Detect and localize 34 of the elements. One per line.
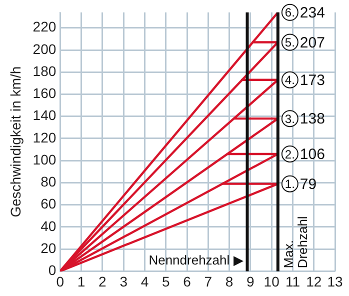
ref-line-label: Nenndrehzahl ▶ bbox=[148, 252, 244, 268]
x-tick-label: 5 bbox=[162, 273, 170, 290]
annotation: 5. 207 bbox=[284, 34, 325, 52]
x-tick-label: 12 bbox=[306, 273, 322, 290]
annotation: 3. 138 bbox=[284, 110, 325, 128]
y-tick-label: 200 bbox=[32, 40, 56, 57]
y-tick-label: 40 bbox=[40, 218, 56, 234]
x-tick-label: 11 bbox=[285, 273, 300, 290]
y-tick-label: 180 bbox=[32, 62, 56, 79]
y-axis-title: Geschwindigkeit in km/h bbox=[7, 66, 24, 218]
y-tick-label: 60 bbox=[40, 196, 56, 212]
x-tick-label: 10 bbox=[264, 273, 280, 290]
y-tick-label: 120 bbox=[32, 129, 56, 146]
annotation: 4. 173 bbox=[284, 72, 325, 90]
x-tick-label: 8 bbox=[225, 273, 234, 290]
x-tick-label: 1 bbox=[77, 273, 86, 290]
x-tick-label: 9 bbox=[246, 273, 255, 290]
y-tick-label: 20 bbox=[40, 240, 56, 256]
x-tick-label: 6 bbox=[183, 273, 192, 290]
y-tick-label: 100 bbox=[32, 151, 56, 168]
annotation: 2. 106 bbox=[284, 146, 325, 164]
ref-line-label: Max. Drehzahl bbox=[280, 216, 310, 268]
x-tick-label: 7 bbox=[204, 273, 212, 290]
x-tick-label: 2 bbox=[98, 273, 107, 290]
annotation: 6. 234 bbox=[284, 4, 325, 22]
y-tick-label: 220 bbox=[32, 18, 56, 35]
x-tick-label: 13 bbox=[327, 273, 343, 290]
annotation: 1. 79 bbox=[284, 176, 317, 193]
x-tick-label: 4 bbox=[140, 273, 149, 290]
y-tick-label: 140 bbox=[32, 107, 56, 124]
y-tick-label: 80 bbox=[40, 174, 56, 190]
y-tick-label: 0 bbox=[48, 262, 56, 278]
y-tick-label: 160 bbox=[32, 85, 56, 102]
x-tick-label: 3 bbox=[120, 273, 128, 290]
